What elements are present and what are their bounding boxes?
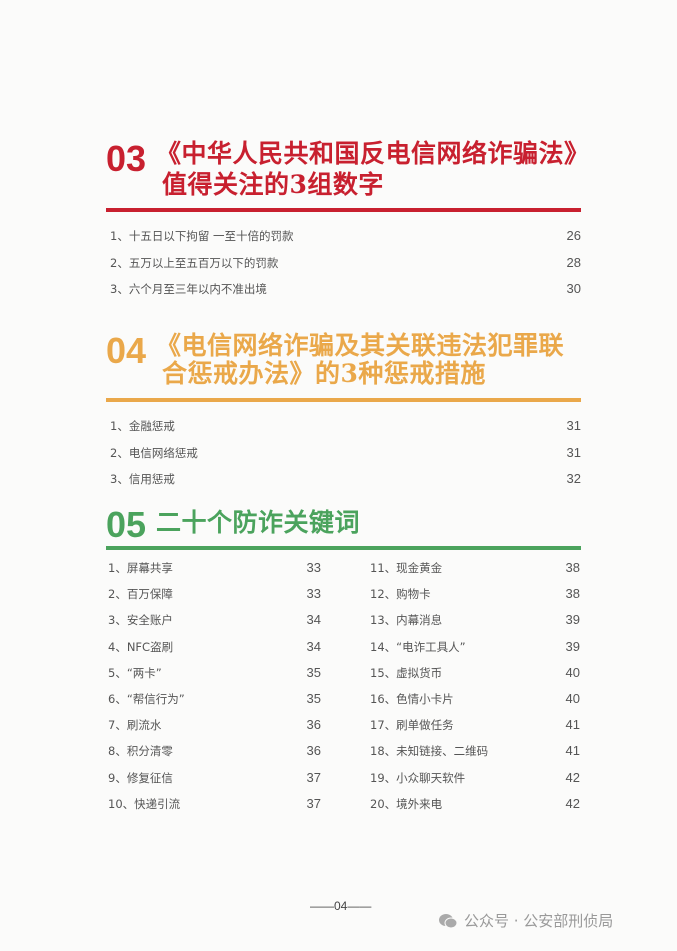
toc-entry-label: 15、虚拟货币 [370,665,443,680]
toc-entry-page: 34 [306,612,321,628]
toc-entry-page: 41 [565,743,580,759]
toc-entry[interactable]: 10、快递引流 37 [104,796,321,812]
section-title-line-2: 合惩戒办法》的3种惩戒措施 [162,359,486,388]
toc-entry-page: 35 [306,664,321,680]
toc-entry[interactable]: 12、购物卡 38 [366,586,580,602]
toc-entry[interactable]: 3、安全账户 34 [104,612,321,628]
toc-entry-page: 35 [306,691,321,706]
toc-entry-page: 38 [565,586,580,602]
toc-entry-page: 31 [566,418,581,433]
toc-entry-label: 5、“两卡” [108,665,162,680]
watermark: 公众号 · 公安部刑侦局 [438,910,613,931]
toc-entry[interactable]: 1、屏幕共享 33 [104,560,321,576]
toc-entry-page: 40 [565,691,580,706]
toc-entry[interactable]: 7、刷流水 36 [104,717,321,733]
toc-entry-page: 33 [306,560,321,575]
toc-entry-page: 36 [306,743,321,759]
toc-entry[interactable]: 11、现金黄金 38 [366,560,580,576]
toc-entry-label: 3、安全账户 [108,613,173,628]
toc-entry-label: 19、小众聊天软件 [370,770,466,785]
toc-entry-label: 10、快递引流 [108,796,181,811]
toc-entry-label: 1、金融惩戒 [110,419,175,433]
toc-entry-page: 42 [565,795,580,811]
toc-entry[interactable]: 2、电信网络惩戒 31 [106,445,581,461]
toc-entry-page: 28 [566,255,581,270]
toc-entry-page: 32 [566,471,581,486]
wechat-icon [439,913,458,928]
section-05: 05 二十个防诈关键词 [106,505,581,555]
toc-entry[interactable]: 13、内幕消息 39 [366,612,580,628]
toc-entry-label: 9、修复征信 [108,770,173,785]
toc-entry-page: 31 [566,445,581,460]
section-number: 03 [106,138,147,179]
toc-entry-label: 1、屏幕共享 [108,561,173,575]
toc-entry[interactable]: 3、信用惩戒 32 [106,471,581,487]
watermark-text: 公众号 · 公安部刑侦局 [464,912,614,930]
toc-entry-label: 12、购物卡 [370,587,431,602]
toc-entry-label: 13、内幕消息 [370,613,443,628]
section-title-line-1: 《中华人民共和国反电信网络诈骗法》 [156,139,590,168]
toc-entry[interactable]: 4、NFC盗刷 34 [104,639,321,655]
toc-entry-page: 34 [306,638,321,654]
section-divider [106,208,581,212]
toc-entry-page: 41 [565,717,580,733]
toc-entry-label: 2、五万以上至五百万以下的罚款 [110,256,279,270]
toc-entry-label: 1、十五日以下拘留 一至十倍的罚款 [110,229,294,243]
toc-entry-page: 39 [565,612,580,628]
toc-entry[interactable]: 20、境外来电 42 [366,796,580,812]
toc-entry-page: 30 [566,281,581,296]
toc-entry-page: 38 [565,560,580,575]
toc-entry-label: 2、百万保障 [108,587,173,602]
section-title-line-1: 《电信网络诈骗及其关联违法犯罪联 [156,331,565,360]
section-divider [106,398,581,402]
toc-entry[interactable]: 15、虚拟货币 40 [366,665,580,681]
toc-entry-page: 39 [565,638,580,654]
toc-entry[interactable]: 1、十五日以下拘留 一至十倍的罚款 26 [106,228,581,244]
toc-entry-page: 37 [306,769,321,785]
toc-entry-label: 14、“电诈工具人” [370,639,466,654]
toc-entry-label: 6、“帮信行为” [108,692,185,706]
toc-entry-label: 11、现金黄金 [370,561,443,575]
toc-entry[interactable]: 17、刷单做任务 41 [366,717,580,733]
toc-entry[interactable]: 3、六个月至三年以内不准出境 30 [106,281,581,297]
toc-entry-page: 26 [566,228,581,243]
toc-entry-label: 16、色情小卡片 [370,692,454,706]
toc-entry[interactable]: 5、“两卡” 35 [104,665,321,681]
section-title: 二十个防诈关键词 [156,508,361,537]
toc-entry-page: 40 [565,664,580,680]
toc-entry-label: 2、电信网络惩戒 [110,446,198,460]
section-number: 05 [106,504,147,545]
toc-entry-label: 7、刷流水 [108,718,162,733]
toc-entry-label: 3、六个月至三年以内不准出境 [110,282,267,296]
toc-entry-label: 20、境外来电 [370,796,443,811]
toc-entry[interactable]: 18、未知链接、二维码 41 [366,743,580,759]
toc-entry[interactable]: 8、积分清零 36 [104,743,321,759]
toc-entry-label: 18、未知链接、二维码 [370,744,489,759]
toc-entry-label: 17、刷单做任务 [370,718,454,733]
toc-entry[interactable]: 2、百万保障 33 [104,586,321,602]
toc-entry[interactable]: 14、“电诈工具人” 39 [366,639,580,655]
toc-entry[interactable]: 9、修复征信 37 [104,770,321,786]
toc-entry-label: 4、NFC盗刷 [108,639,174,654]
section-number: 04 [106,330,147,371]
toc-entry-page: 33 [306,586,321,602]
toc-entry[interactable]: 6、“帮信行为” 35 [104,691,321,707]
toc-entry[interactable]: 1、金融惩戒 31 [106,418,581,434]
toc-entry[interactable]: 16、色情小卡片 40 [366,691,580,707]
section-03: 03 《中华人民共和国反电信网络诈骗法》 值得关注的3组数字 [106,138,589,298]
toc-entry-label: 3、信用惩戒 [110,472,175,486]
section-title-line-2: 值得关注的3组数字 [162,170,384,199]
section-divider [106,546,581,550]
toc-entry-page: 37 [306,795,321,811]
toc-entry-page: 36 [306,717,321,733]
toc-entry[interactable]: 2、五万以上至五百万以下的罚款 28 [106,255,581,271]
section-04: 04 《电信网络诈骗及其关联违法犯罪联 合惩戒办法》的3种惩戒措施 [106,330,581,490]
toc-entry[interactable]: 19、小众聊天软件 42 [366,770,580,786]
toc-entry-label: 8、积分清零 [108,744,173,759]
toc-entry-page: 42 [565,769,580,785]
page-number: ——04—— [310,899,372,913]
